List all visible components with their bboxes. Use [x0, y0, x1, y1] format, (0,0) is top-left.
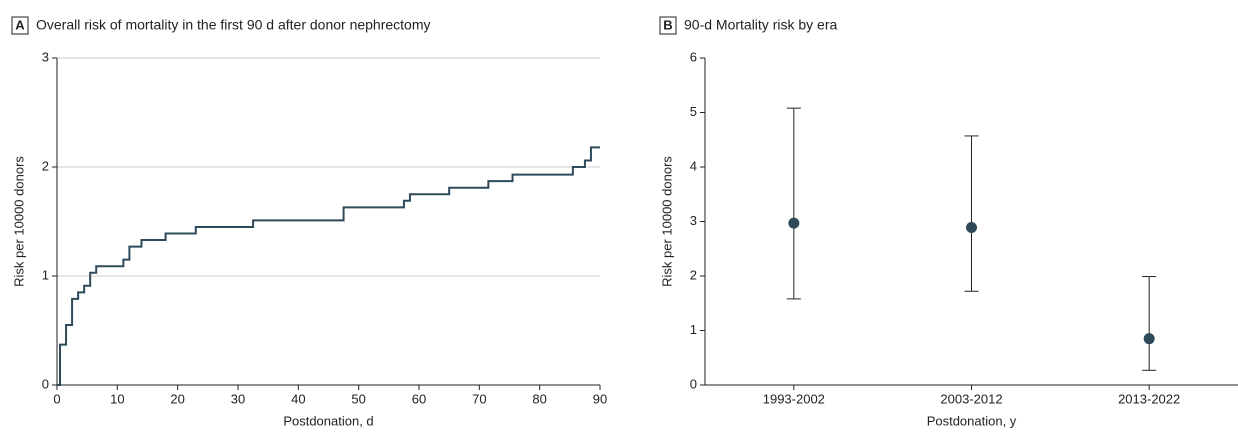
y-tick-label: 6: [690, 49, 697, 64]
x-tick-label: 30: [231, 391, 245, 406]
x-tick-label: 2003-2012: [940, 391, 1002, 406]
chart-title: 90-d Mortality risk by era: [684, 17, 837, 33]
point: [1143, 333, 1155, 345]
panel-label: B: [663, 17, 672, 32]
y-tick-label: 1: [42, 267, 49, 282]
x-tick-label: 70: [472, 391, 486, 406]
step-line: [57, 146, 600, 386]
panel-label-box: [11, 16, 29, 35]
y-tick-label: 0: [42, 376, 49, 391]
y-tick-label: 0: [690, 376, 697, 391]
x-tick-label: 90: [593, 391, 607, 406]
y-tick-label: 4: [690, 158, 697, 173]
y-tick-label: 3: [42, 49, 49, 64]
x-tick-label: 40: [291, 391, 305, 406]
chart-title: Overall risk of mortality in the first 9…: [36, 17, 431, 33]
x-tick-label: 80: [532, 391, 546, 406]
x-tick-label: 2013-2022: [1118, 391, 1180, 406]
panel-label-box: [659, 16, 677, 35]
x-tick-label: 50: [351, 391, 365, 406]
x-axis-label: Postdonation, y: [927, 413, 1017, 428]
point: [966, 221, 977, 233]
x-tick-label: 60: [412, 391, 426, 406]
x-axis-label: Postdonation, d: [283, 413, 373, 428]
x-tick-label: 1993-2002: [763, 391, 825, 406]
y-tick-label: 1: [690, 322, 697, 337]
point: [788, 217, 800, 229]
panel-label: A: [15, 17, 25, 32]
x-tick-label: 0: [53, 391, 60, 406]
y-tick-label: 5: [690, 104, 697, 119]
x-tick-label: 20: [170, 391, 184, 406]
y-axis-label: Risk per 10000 donors: [659, 156, 674, 287]
y-tick-label: 3: [690, 213, 697, 228]
x-tick-label: 10: [110, 391, 124, 406]
y-axis-label: Risk per 10000 donors: [11, 156, 26, 287]
y-tick-label: 2: [42, 158, 49, 173]
y-tick-label: 2: [690, 267, 697, 282]
